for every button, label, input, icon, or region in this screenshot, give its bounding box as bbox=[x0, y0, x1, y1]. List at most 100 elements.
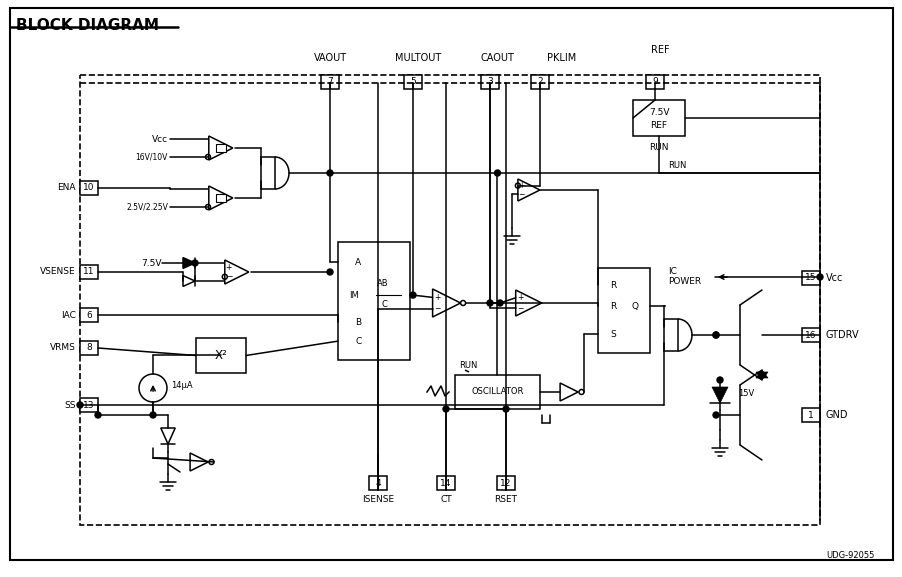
Text: +: + bbox=[516, 293, 523, 302]
Circle shape bbox=[77, 402, 83, 408]
Text: 4: 4 bbox=[374, 478, 381, 488]
Bar bbox=[496, 476, 514, 490]
Bar bbox=[80, 308, 98, 322]
Text: 11: 11 bbox=[83, 268, 95, 276]
Text: ENA: ENA bbox=[58, 183, 76, 193]
Circle shape bbox=[150, 412, 156, 418]
Bar bbox=[645, 75, 663, 89]
Text: 14μA: 14μA bbox=[170, 380, 192, 389]
Circle shape bbox=[502, 406, 509, 412]
Text: CT: CT bbox=[439, 496, 451, 504]
Text: 12: 12 bbox=[500, 478, 511, 488]
Text: VSENSE: VSENSE bbox=[41, 268, 76, 276]
Bar bbox=[530, 75, 548, 89]
Circle shape bbox=[494, 170, 500, 176]
Circle shape bbox=[816, 274, 822, 280]
Circle shape bbox=[716, 377, 723, 383]
Text: RUN: RUN bbox=[649, 143, 668, 152]
Text: AB: AB bbox=[376, 279, 388, 288]
Text: 1: 1 bbox=[807, 410, 813, 419]
Text: POWER: POWER bbox=[667, 278, 700, 287]
Text: 15V: 15V bbox=[737, 388, 753, 398]
Circle shape bbox=[410, 292, 416, 298]
Text: 13: 13 bbox=[83, 400, 95, 410]
Circle shape bbox=[713, 332, 718, 338]
Bar bbox=[80, 265, 98, 279]
Text: IM: IM bbox=[348, 291, 358, 299]
Text: 9: 9 bbox=[651, 77, 658, 87]
Bar bbox=[261, 157, 275, 189]
Text: GND: GND bbox=[825, 410, 848, 420]
Text: VRMS: VRMS bbox=[51, 343, 76, 353]
Text: 2.5V/2.25V: 2.5V/2.25V bbox=[126, 203, 168, 212]
Text: S: S bbox=[610, 330, 616, 339]
Text: −: − bbox=[516, 304, 523, 313]
Text: RSET: RSET bbox=[494, 496, 517, 504]
Text: +: + bbox=[226, 263, 232, 272]
Bar bbox=[403, 75, 421, 89]
Bar bbox=[216, 194, 226, 201]
Bar bbox=[455, 375, 539, 409]
Bar bbox=[801, 328, 819, 342]
Circle shape bbox=[486, 300, 492, 306]
Text: SS: SS bbox=[64, 400, 76, 410]
Text: MULTOUT: MULTOUT bbox=[394, 53, 441, 63]
Text: IC: IC bbox=[667, 268, 676, 276]
Text: RUN: RUN bbox=[667, 160, 686, 170]
Circle shape bbox=[443, 406, 448, 412]
Text: Vcc: Vcc bbox=[825, 273, 842, 283]
Text: PKLIM: PKLIM bbox=[547, 53, 576, 63]
Text: 7: 7 bbox=[327, 77, 333, 87]
Bar bbox=[196, 338, 245, 373]
Text: REF: REF bbox=[650, 45, 668, 55]
Text: 3: 3 bbox=[486, 77, 492, 87]
Circle shape bbox=[192, 260, 198, 266]
Bar bbox=[216, 144, 226, 152]
Text: C: C bbox=[382, 300, 387, 309]
Text: 10: 10 bbox=[83, 183, 95, 193]
Polygon shape bbox=[183, 257, 195, 268]
Circle shape bbox=[95, 412, 101, 418]
Bar bbox=[80, 398, 98, 412]
Text: 5: 5 bbox=[410, 77, 416, 87]
Circle shape bbox=[713, 412, 718, 418]
Text: R: R bbox=[610, 302, 616, 311]
Text: B: B bbox=[354, 318, 361, 327]
Bar bbox=[369, 476, 387, 490]
Text: 2: 2 bbox=[537, 77, 542, 87]
Bar bbox=[632, 100, 685, 136]
Polygon shape bbox=[755, 370, 767, 378]
Text: REF: REF bbox=[649, 121, 667, 130]
Bar bbox=[80, 181, 98, 195]
Polygon shape bbox=[711, 387, 727, 403]
Bar bbox=[663, 319, 677, 351]
Text: 7.5V: 7.5V bbox=[648, 108, 668, 117]
Polygon shape bbox=[755, 372, 767, 380]
Text: +: + bbox=[518, 181, 524, 190]
Text: Vcc: Vcc bbox=[152, 134, 168, 144]
Text: −: − bbox=[518, 190, 524, 199]
Text: X²: X² bbox=[215, 349, 227, 362]
Text: VAOUT: VAOUT bbox=[313, 53, 346, 63]
Text: BLOCK DIAGRAM: BLOCK DIAGRAM bbox=[16, 18, 159, 33]
Circle shape bbox=[713, 332, 718, 338]
Text: 16: 16 bbox=[805, 331, 815, 339]
Bar bbox=[597, 268, 649, 353]
Text: 8: 8 bbox=[86, 343, 92, 353]
Text: −: − bbox=[226, 272, 232, 282]
Text: UDG-92055: UDG-92055 bbox=[825, 551, 874, 560]
Text: R: R bbox=[610, 280, 616, 290]
Text: CAOUT: CAOUT bbox=[480, 53, 513, 63]
Text: 16V/10V: 16V/10V bbox=[135, 152, 168, 162]
Bar bbox=[337, 242, 410, 360]
Text: −: − bbox=[434, 304, 440, 313]
Text: 6: 6 bbox=[86, 310, 92, 320]
Circle shape bbox=[327, 170, 333, 176]
Bar bbox=[801, 271, 819, 285]
Bar bbox=[437, 476, 455, 490]
Bar bbox=[801, 408, 819, 422]
Text: IAC: IAC bbox=[61, 310, 76, 320]
Text: OSCILLATOR: OSCILLATOR bbox=[471, 388, 523, 396]
Text: C: C bbox=[354, 336, 361, 346]
Text: GTDRV: GTDRV bbox=[825, 330, 859, 340]
